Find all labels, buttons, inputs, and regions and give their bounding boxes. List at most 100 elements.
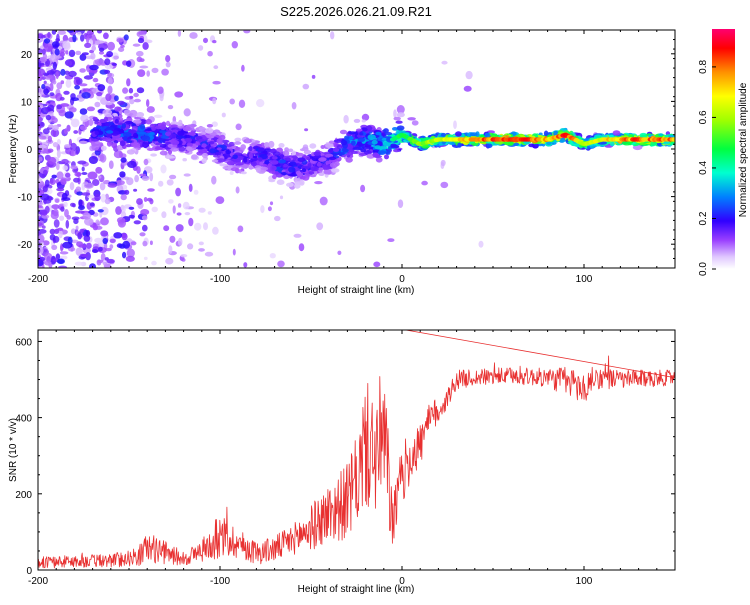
noise-blob <box>149 198 154 205</box>
noise-blob <box>139 65 149 69</box>
noise-blob <box>41 83 46 90</box>
noise-blob <box>138 31 146 35</box>
noise-blob <box>66 30 75 33</box>
noise-blob <box>166 179 174 186</box>
noise-blob <box>293 233 302 238</box>
noise-blob <box>215 196 225 205</box>
ridge-blob <box>92 116 98 121</box>
ridge-blob <box>270 165 277 171</box>
noise-blob <box>102 261 108 265</box>
noise-blob <box>53 219 60 228</box>
noise-blob <box>111 62 118 66</box>
noise-blob <box>159 94 164 102</box>
snr-series-line <box>38 330 675 569</box>
ridge-blob <box>302 174 310 181</box>
noise-blob <box>90 52 96 60</box>
ridge-blob <box>301 168 307 173</box>
y-tick-label: 0 <box>26 145 32 156</box>
ridge-blob <box>104 137 112 143</box>
noise-blob <box>70 202 76 207</box>
x-tick-label: -100 <box>210 274 230 285</box>
ridge-blob <box>538 132 543 136</box>
noise-blob <box>154 114 163 119</box>
x-tick-label: -200 <box>28 274 48 285</box>
noise-blob <box>128 214 135 219</box>
ridge-blob <box>610 141 615 147</box>
ridge-blob <box>154 146 163 151</box>
noise-blob <box>44 43 53 53</box>
noise-blob <box>74 85 80 90</box>
ridge-blob <box>278 143 285 148</box>
noise-blob <box>115 180 125 186</box>
noise-blob <box>104 58 111 66</box>
noise-blob <box>43 38 51 44</box>
ridge-blob <box>240 144 246 150</box>
noise-blob <box>97 30 102 34</box>
noise-blob <box>229 98 235 105</box>
ridge-blob <box>216 158 226 163</box>
noise-blob <box>60 206 65 212</box>
noise-blob <box>68 107 77 113</box>
noise-blob <box>51 41 60 48</box>
noise-blob <box>100 217 109 226</box>
ridge-blob <box>233 141 242 145</box>
ridge-blob <box>260 166 269 171</box>
ridge-blob <box>206 134 215 139</box>
noise-blob <box>98 47 105 52</box>
ridge-blob <box>353 118 361 123</box>
noise-blob <box>63 90 70 95</box>
noise-blob <box>124 189 130 195</box>
ridge-blob <box>353 146 363 151</box>
noise-blob <box>57 30 66 35</box>
noise-blob <box>52 79 57 85</box>
noise-blob <box>38 256 46 262</box>
x-tick-label: 0 <box>399 274 405 285</box>
noise-blob <box>59 215 65 221</box>
noise-blob <box>361 113 370 121</box>
noise-blob <box>38 222 43 227</box>
ridge-blob <box>221 139 230 144</box>
noise-blob <box>277 260 285 268</box>
noise-blob <box>41 214 50 219</box>
noise-blob <box>96 259 102 266</box>
ridge-blob <box>182 158 187 162</box>
ridge-blob <box>484 132 491 139</box>
ridge-blob <box>313 151 321 156</box>
noise-blob <box>82 212 92 220</box>
noise-blob <box>74 171 82 177</box>
noise-blob <box>73 130 79 134</box>
ridge-blob <box>234 161 244 166</box>
noise-blob <box>91 45 96 51</box>
noise-blob <box>243 262 248 268</box>
ridge-blob <box>513 142 520 146</box>
noise-blob <box>396 105 405 114</box>
noise-blob <box>360 184 366 193</box>
noise-blob <box>122 251 127 259</box>
ridge-blob <box>393 149 400 153</box>
noise-blob <box>298 243 305 252</box>
snr-line <box>38 330 675 569</box>
ridge-blob <box>387 146 392 151</box>
y-tick-label: 200 <box>15 490 32 501</box>
noise-blob <box>120 194 127 201</box>
ridge-blob <box>100 137 107 140</box>
ridge-blob <box>263 142 270 148</box>
ridge-blob <box>344 135 350 140</box>
noise-blob <box>141 175 150 181</box>
snr-frame <box>37 329 676 571</box>
ridge-blob <box>243 157 248 163</box>
noise-blob <box>81 166 85 172</box>
noise-blob <box>51 30 57 35</box>
noise-blob <box>147 188 155 192</box>
noise-blob <box>127 160 137 168</box>
ridge-blob <box>198 149 207 154</box>
noise-blob <box>73 218 79 225</box>
noise-blob <box>65 49 69 55</box>
noise-blob <box>50 53 56 63</box>
noise-blob <box>133 220 141 225</box>
ridge-blob <box>121 123 126 129</box>
noise-blob <box>107 183 118 188</box>
noise-blob <box>60 49 65 54</box>
ridge-blob <box>142 141 150 148</box>
noise-blob <box>397 199 404 208</box>
